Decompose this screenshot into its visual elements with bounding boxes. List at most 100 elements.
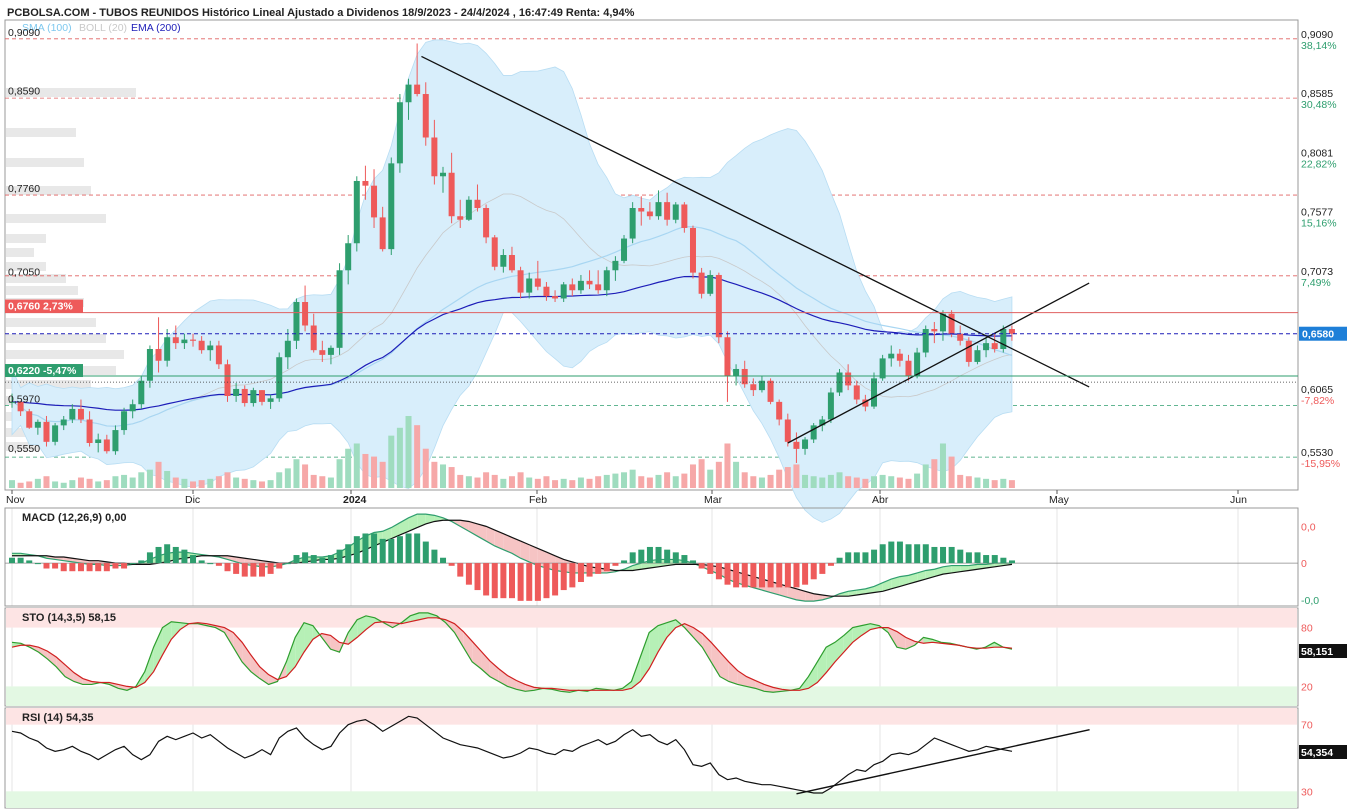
candle-body — [689, 227, 696, 273]
volume-bar — [112, 476, 119, 488]
volume-bar — [310, 474, 317, 488]
candle-body — [190, 339, 197, 341]
macd-hist-bar — [34, 563, 41, 565]
macd-hist-bar — [879, 544, 886, 564]
macd-hist-bar — [543, 563, 550, 599]
sto-value-label: 58,151 — [1301, 646, 1333, 658]
macd-hist-bar — [750, 563, 757, 588]
volume-bar — [121, 474, 128, 488]
cross-fill — [764, 684, 774, 693]
right-level-label: 0,5530 — [1301, 447, 1333, 459]
volume-bar — [465, 476, 472, 488]
macd-panel-frame — [4, 507, 1299, 607]
volume-bar — [405, 416, 412, 488]
y-tick-label: 0,0 — [1301, 521, 1316, 533]
right-level-label: 0,7577 — [1301, 207, 1333, 219]
macd-hist-bar — [664, 549, 671, 564]
volume-profile-bar — [6, 214, 106, 223]
macd-hist-bar — [155, 546, 162, 564]
macd-hist-bar — [465, 563, 472, 585]
macd-hist-bar — [276, 563, 283, 569]
volume-profile-bar — [6, 274, 66, 283]
volume-bar — [371, 456, 378, 488]
cross-fill — [408, 514, 418, 532]
x-tick-label: Feb — [529, 494, 547, 506]
trendline — [421, 55, 1090, 388]
cross-fill — [454, 623, 464, 648]
chart-title: PCBOLSA.COM - TUBOS REUNIDOS Histórico L… — [7, 7, 635, 19]
volume-bar — [457, 474, 464, 488]
right-level-pct: 22,82% — [1301, 158, 1337, 170]
high-badge — [5, 299, 83, 313]
low-badge — [5, 364, 83, 378]
candle-body — [871, 378, 877, 407]
candle-body — [750, 384, 757, 391]
price-markers: 0,6760 2,73% 0,6220 -5,47% 0,6580 — [5, 299, 1347, 383]
volume-bar — [207, 478, 214, 488]
sto-k-line — [11, 612, 1013, 693]
candle-body — [819, 419, 826, 426]
candle-body — [103, 439, 110, 452]
cross-fill — [943, 565, 952, 575]
ema-line — [11, 275, 1012, 411]
volume-bar — [836, 472, 843, 488]
macd-hist-bar — [9, 557, 15, 564]
candle-body — [345, 243, 352, 271]
x-tick-label: May — [1049, 494, 1070, 506]
candle-body — [164, 337, 171, 361]
candle-body — [448, 172, 455, 217]
macd-hist-bar — [431, 549, 438, 564]
macd-title: MACD (12,26,9) 0,00 — [22, 512, 127, 524]
volume-bar — [448, 467, 455, 488]
right-level-label: 0,8585 — [1301, 88, 1333, 100]
candle-body — [302, 302, 309, 326]
candle-body — [26, 411, 33, 428]
candle-body — [500, 255, 507, 267]
macd-hist-bar — [638, 549, 645, 564]
macd-hist-bar — [103, 563, 110, 572]
macd-hist-bar — [827, 563, 834, 566]
macd-hist-bar — [293, 555, 300, 564]
candle-body — [827, 392, 834, 420]
left-level-label: 0,7760 — [8, 183, 40, 195]
volume-bar — [715, 461, 722, 488]
candle-body — [931, 329, 938, 332]
candle-body — [948, 313, 955, 334]
volume-bar — [965, 476, 972, 488]
candle-body — [965, 340, 972, 362]
cross-fill — [746, 676, 756, 689]
candle-body — [474, 199, 481, 208]
rsi-panel: 70 30 54,354 RSI (14) 54,35 — [4, 707, 1347, 809]
candle-body — [457, 216, 464, 220]
candle-body — [974, 350, 981, 362]
volume-bar — [327, 477, 334, 488]
volume-bar — [138, 472, 145, 488]
cross-fill — [787, 586, 797, 600]
candle-body — [77, 408, 84, 420]
volume-bar — [164, 470, 171, 488]
macd-hist-bar — [698, 563, 705, 569]
cross-fill — [826, 642, 836, 673]
candle-body — [526, 278, 533, 293]
volume-bar — [34, 478, 41, 488]
zone — [6, 686, 1297, 706]
macd-hist-bar — [776, 563, 783, 588]
macd-hist-bar — [646, 546, 653, 564]
cross-fill — [879, 625, 889, 633]
x-tick-label: Dic — [185, 494, 200, 506]
macd-hist-bar — [319, 557, 326, 564]
x-tick-label: Nov — [6, 494, 25, 506]
cross-fill — [817, 647, 827, 683]
macd-hist-bar — [284, 563, 291, 565]
volume-bar — [414, 425, 421, 488]
candle-body — [888, 353, 895, 359]
cross-fill — [848, 590, 857, 597]
candle-body — [879, 358, 886, 379]
volume-bar — [939, 443, 946, 488]
volume-bar — [672, 476, 679, 488]
candle-body — [776, 401, 783, 420]
cross-fill — [835, 635, 844, 662]
volume-bar — [750, 476, 757, 488]
volume-bar — [931, 459, 938, 488]
rsi-title: RSI (14) 54,35 — [22, 712, 94, 724]
